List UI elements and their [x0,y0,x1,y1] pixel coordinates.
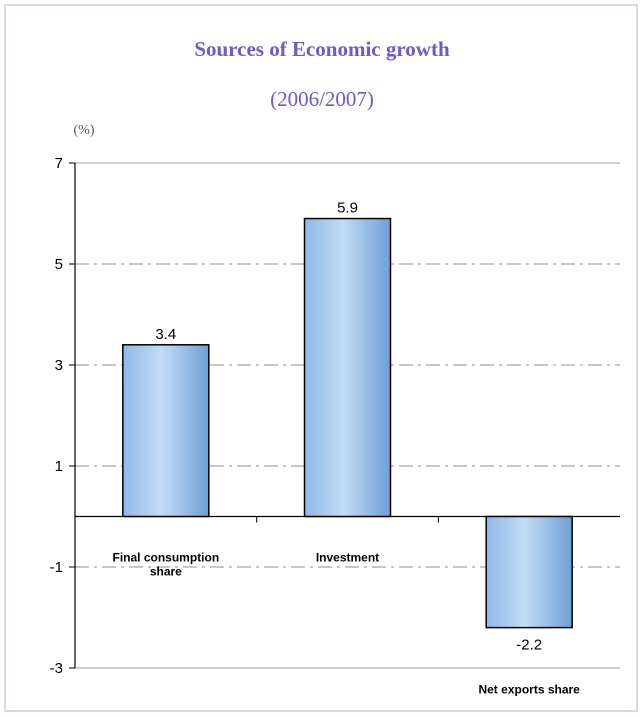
y-tick-label: 7 [55,155,63,172]
category-label: Final consumption [112,551,219,565]
data-label: 3.4 [155,326,176,343]
bars-layer [122,217,573,629]
y-tick-label: -1 [50,559,63,576]
category-label: Net exports share [478,683,580,697]
bar [485,515,573,629]
chart-subtitle: (2006/2007) [270,87,374,111]
data-label: 5.9 [337,200,358,217]
bar [303,217,392,518]
y-tick-label: -3 [50,660,63,677]
bar [122,344,210,518]
category-label: Investment [316,551,379,565]
y-tick-label: 5 [55,256,63,273]
chart-title: Sources of Economic growth [194,37,450,61]
y-tick-label: 1 [55,458,63,475]
data-label: -2.2 [516,637,542,654]
y-tick-label: 3 [55,357,63,374]
category-label: share [150,565,182,579]
y-axis-unit: (%) [74,123,95,138]
